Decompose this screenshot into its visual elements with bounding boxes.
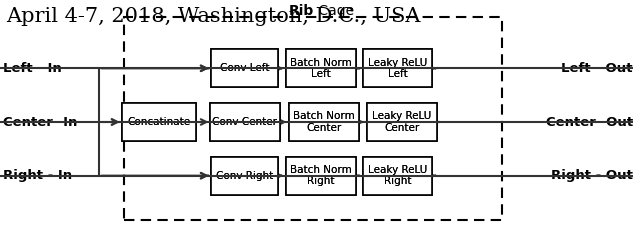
Text: Conv Left: Conv Left — [220, 63, 270, 73]
Text: Center- In: Center- In — [3, 115, 78, 129]
Text: Batch Norm
Center: Batch Norm Center — [293, 111, 356, 133]
Bar — [123, 103, 196, 141]
Bar — [124, 17, 502, 220]
Text: Leaky ReLU
Right: Leaky ReLU Right — [368, 165, 427, 186]
Bar — [211, 157, 279, 195]
Text: Conv Right: Conv Right — [216, 171, 273, 181]
Bar — [211, 49, 279, 87]
Text: Conv Right: Conv Right — [216, 171, 273, 181]
Text: Cage: Cage — [314, 4, 354, 18]
Bar — [289, 103, 359, 141]
Text: Rib: Rib — [288, 4, 314, 18]
Text: Concatinate: Concatinate — [127, 117, 191, 127]
Bar — [363, 49, 432, 87]
Bar — [367, 103, 437, 141]
Text: Batch Norm
Left: Batch Norm Left — [290, 58, 352, 79]
Text: Center- Out: Center- Out — [546, 115, 633, 129]
Bar — [210, 103, 280, 141]
Text: Leaky ReLU
Left: Leaky ReLU Left — [368, 58, 427, 79]
Text: Batch Norm
Right: Batch Norm Right — [290, 165, 352, 186]
Bar — [286, 157, 356, 195]
Text: Leaky ReLU
Left: Leaky ReLU Left — [368, 58, 427, 79]
Bar — [286, 49, 356, 87]
Text: Batch Norm
Center: Batch Norm Center — [293, 111, 356, 133]
Text: Leaky ReLU
Right: Leaky ReLU Right — [368, 165, 427, 186]
Text: Right - In: Right - In — [3, 169, 73, 182]
Text: Leaky ReLU
Center: Leaky ReLU Center — [372, 111, 432, 133]
Text: Batch Norm
Left: Batch Norm Left — [290, 58, 352, 79]
Bar — [363, 157, 432, 195]
Bar — [211, 157, 279, 195]
Text: Conv Center: Conv Center — [212, 117, 277, 127]
Bar — [123, 103, 196, 141]
Text: Concatinate: Concatinate — [127, 117, 191, 127]
Bar — [289, 103, 359, 141]
Bar — [286, 49, 356, 87]
Bar — [363, 157, 432, 195]
Bar — [210, 103, 280, 141]
Text: April 4-7, 2018, Washington, D.C., USA: April 4-7, 2018, Washington, D.C., USA — [6, 7, 421, 26]
Text: Conv Left: Conv Left — [220, 63, 270, 73]
Text: Leaky ReLU
Center: Leaky ReLU Center — [372, 111, 432, 133]
Text: Left - Out: Left - Out — [562, 62, 633, 75]
Text: Batch Norm
Right: Batch Norm Right — [290, 165, 352, 186]
Text: Right - Out: Right - Out — [551, 169, 633, 182]
Bar — [286, 157, 356, 195]
Bar — [211, 49, 279, 87]
Text: Left - In: Left - In — [3, 62, 62, 75]
Bar — [367, 103, 437, 141]
Text: Conv Center: Conv Center — [212, 117, 277, 127]
Bar — [363, 49, 432, 87]
